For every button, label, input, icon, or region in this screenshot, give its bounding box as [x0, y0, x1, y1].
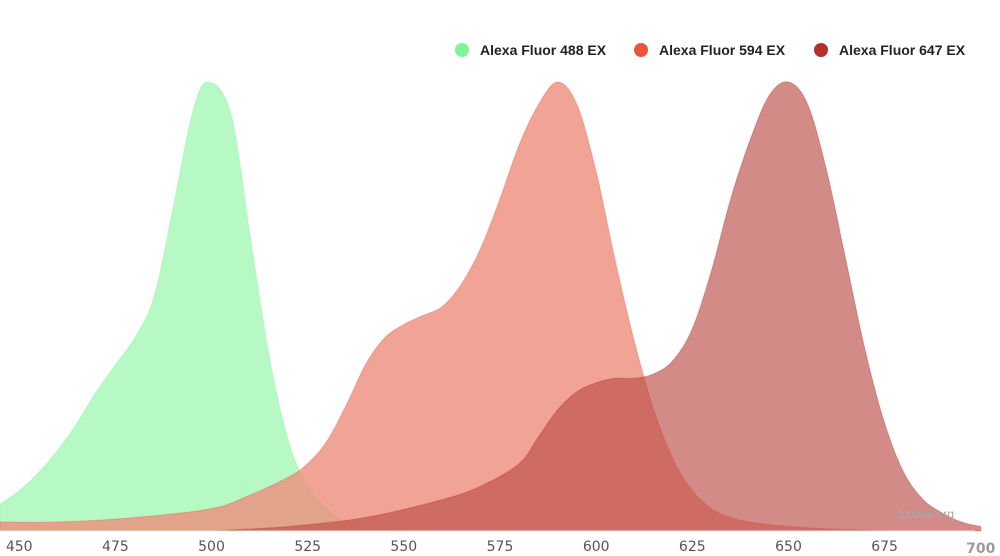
x-tick-label: 525: [294, 539, 321, 555]
area-series-3[interactable]: [211, 81, 982, 532]
x-tick-label: 700: [966, 541, 995, 556]
x-tick-label: 675: [871, 539, 898, 555]
legend-label: Alexa Fluor 488 EX: [480, 42, 607, 58]
x-tick-label: 600: [583, 539, 610, 555]
legend-marker: [455, 43, 469, 57]
legend-marker: [634, 43, 648, 57]
x-tick-label: 625: [679, 539, 706, 555]
legend-label: Alexa Fluor 647 EX: [839, 42, 966, 58]
legend-item-3[interactable]: Alexa Fluor 647 EX: [814, 42, 966, 58]
x-tick-label: 500: [198, 539, 225, 555]
x-tick-label: 550: [390, 539, 417, 555]
watermark-text: fpbase.org: [897, 507, 954, 521]
legend-label: Alexa Fluor 594 EX: [659, 42, 786, 58]
spectra-areas: [0, 81, 982, 532]
x-axis-ticks: 450 475 500 525 550 575 600 625 650 675 700: [6, 539, 996, 556]
x-tick-label: 650: [775, 539, 802, 555]
x-tick-label: 475: [102, 539, 129, 555]
legend-item-2[interactable]: Alexa Fluor 594 EX: [634, 42, 786, 58]
x-tick-label: 450: [6, 539, 33, 555]
legend-item-1[interactable]: Alexa Fluor 488 EX: [455, 42, 607, 58]
legend[interactable]: Alexa Fluor 488 EX Alexa Fluor 594 EX Alex…: [455, 42, 966, 58]
x-tick-label: 575: [487, 539, 514, 555]
legend-marker: [814, 43, 828, 57]
